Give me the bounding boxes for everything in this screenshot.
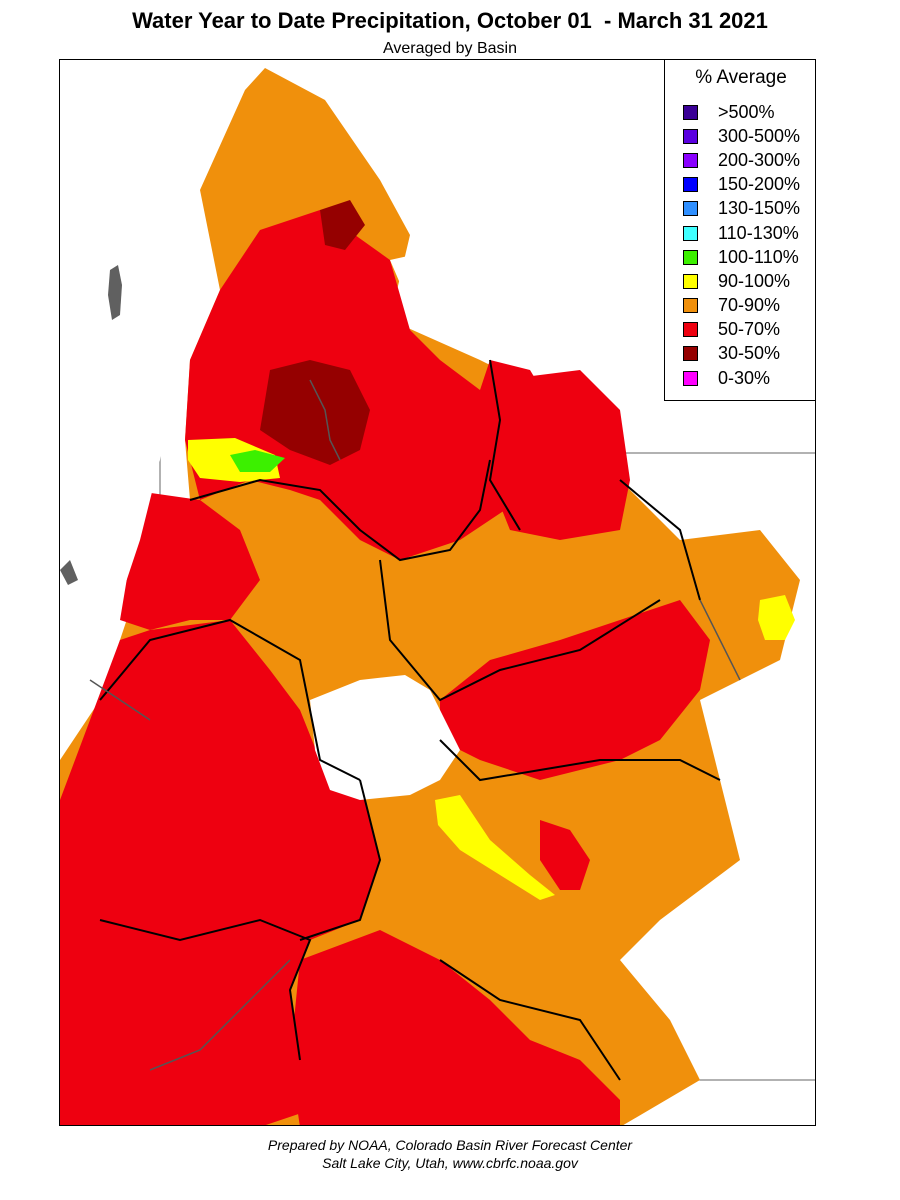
basin-boundary [379,559,661,702]
lake [60,560,78,585]
credits-line-2: Salt Lake City, Utah, www.cbrfc.noaa.gov [322,1155,578,1171]
no-data-area [390,240,620,360]
basin-region-dark-red [260,360,370,465]
river [89,679,151,721]
basin-region-red [540,820,590,890]
basin-boundary [189,459,491,562]
legend-swatch [683,104,698,120]
legend-label: 200-300% [718,149,801,170]
legend-item: 110-130% [683,221,800,245]
legend-swatch [683,273,698,289]
basin-boundary [299,779,382,941]
legend-label: 30-50% [718,343,781,364]
basin-region-yellow [435,795,555,900]
basin-boundary [99,618,361,781]
basin-region-red [290,930,620,1125]
legend-item: 130-150% [683,197,800,221]
credits: Prepared by NOAA, Colorado Basin River F… [0,1136,900,1172]
legend: % Average >500% 300-500% 200-300% 150-20… [664,59,816,401]
legend-label: 0-30% [718,367,771,388]
legend-swatch [683,152,698,168]
legend-item: 150-200% [683,173,800,197]
legend-title: % Average [695,67,787,88]
legend-item: 200-300% [683,148,800,172]
legend-item: >500% [683,100,800,124]
basin-region-red [120,490,260,630]
legend-swatch [683,370,698,386]
legend-label: 90-100% [718,270,791,291]
basin-boundary [488,359,521,531]
legend-label: 100-110% [718,246,799,267]
legend-list: >500% 300-500% 200-300% 150-200% 130-150… [683,100,800,390]
basin-region-red [60,620,380,1125]
legend-swatch [683,225,698,241]
legend-swatch [683,249,698,265]
legend-item: 30-50% [683,342,800,366]
basin-region-yellow [758,595,795,640]
legend-label: 130-150% [718,198,801,219]
legend-label: 300-500% [718,125,801,146]
legend-item: 70-90% [683,294,800,318]
river [149,959,291,1071]
legend-swatch [683,298,698,314]
map-title: Water Year to Date Precipitation, Octobe… [132,8,768,33]
legend-swatch [683,128,698,144]
legend-item: 0-30% [683,366,800,390]
legend-label: >500% [718,101,775,122]
legend-swatch [683,346,698,362]
basin-boundary [439,959,621,1081]
legend-item: 90-100% [683,269,800,293]
legend-label: 70-90% [718,295,781,316]
basin-boundary [619,479,701,601]
basin-region-dark-red [320,200,365,250]
basin-region-green [230,450,285,472]
legend-item: 300-500% [683,124,800,148]
river [309,379,341,461]
legend-swatch [683,322,698,338]
basin-region-red [490,370,630,540]
basin-boundary [99,918,312,1061]
map-subtitle: Averaged by Basin [382,40,517,57]
legend-label: 110-130% [718,222,799,243]
legend-item: 100-110% [683,245,800,269]
no-data-area [60,60,200,710]
river [699,599,741,681]
basin-boundary [439,739,721,782]
no-data-area [310,675,460,800]
lake [108,265,122,320]
legend-label: 50-70% [718,319,781,340]
legend-swatch [683,201,698,217]
basin-region-red [440,600,710,780]
legend-swatch [683,177,698,193]
legend-item: 50-70% [683,318,800,342]
credits-line-1: Prepared by NOAA, Colorado Basin River F… [267,1137,633,1153]
legend-label: 150-200% [718,174,801,195]
